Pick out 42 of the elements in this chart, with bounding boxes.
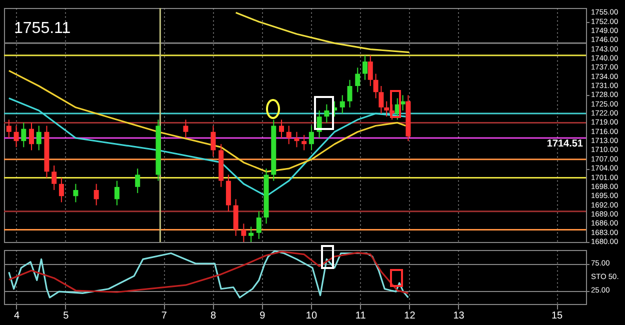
candlestick [73, 183, 78, 203]
x-tick-label: 11 [355, 310, 366, 322]
candlestick [21, 122, 26, 148]
candlestick [248, 226, 254, 242]
x-tick-label: 10 [306, 310, 318, 322]
candlestick [378, 86, 384, 114]
x-tick-label: 9 [260, 310, 266, 322]
candlestick [256, 210, 262, 240]
candlestick [135, 168, 140, 194]
candlestick [6, 119, 12, 138]
candlestick [355, 67, 360, 93]
candlestick [36, 125, 42, 151]
candlestick [241, 223, 246, 242]
annotation: 1755.11 [14, 20, 71, 37]
candlestick [308, 125, 314, 151]
candlestick [384, 100, 390, 118]
candlestick [278, 119, 284, 138]
candlestick [183, 119, 188, 138]
candlestick [324, 104, 330, 124]
candlestick [373, 73, 378, 99]
candlestick [114, 180, 120, 206]
x-tick-label: 7 [161, 310, 168, 322]
candlestick [52, 165, 57, 190]
candlestick [14, 125, 19, 148]
candlestick [29, 122, 34, 151]
candlestick [347, 79, 352, 108]
candlestick [210, 125, 216, 157]
candlestick [340, 94, 345, 114]
candlestick [368, 54, 373, 86]
candlestick [362, 54, 368, 80]
x-tick-label: 8 [210, 310, 216, 322]
candlestick [294, 131, 300, 148]
x-tick-label: 12 [404, 310, 416, 322]
x-tick-label: 13 [453, 310, 465, 322]
candlestick [286, 125, 292, 145]
x-tick-label: 5 [63, 310, 70, 322]
candlestick [302, 134, 307, 151]
annotation: 1714.51 [546, 138, 584, 150]
candlestick [58, 177, 64, 203]
x-tick-label: 4 [14, 310, 20, 322]
candlestick [94, 183, 99, 206]
x-tick-label: 15 [551, 310, 564, 322]
